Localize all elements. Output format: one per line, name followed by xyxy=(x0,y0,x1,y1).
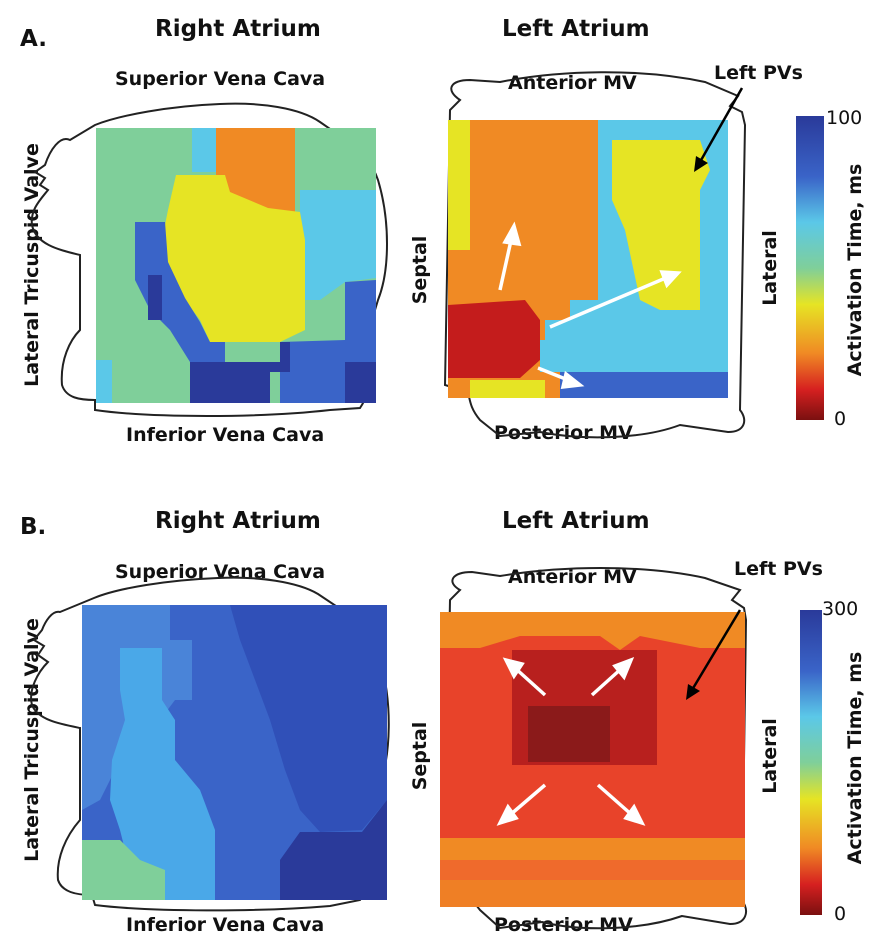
panel-b-left-pvs-label: Left PVs xyxy=(734,558,823,580)
panel-b-colorbar-min: 0 xyxy=(834,903,847,925)
panel-a-right-atrium-title: Right Atrium xyxy=(155,16,321,42)
panel-a-left-atrium-title: Left Atrium xyxy=(502,16,650,42)
panel-a-colorbar-min: 0 xyxy=(834,408,847,430)
panel-b-letter: B. xyxy=(20,514,47,540)
panel-a-ivc-label: Inferior Vena Cava xyxy=(126,424,325,446)
panel-a-svc-label: Superior Vena Cava xyxy=(115,68,326,90)
panel-a-posterior-mv-label: Posterior MV xyxy=(494,422,633,444)
panel-b-svc-label: Superior Vena Cava xyxy=(115,561,326,583)
panel-b-ivc-label: Inferior Vena Cava xyxy=(126,914,325,936)
panel-b-colorbar-max: 300 xyxy=(822,598,859,620)
panel-a-colorbar-max: 100 xyxy=(826,107,863,129)
panel-b-left-atrium-title: Left Atrium xyxy=(502,508,650,534)
panel-a-letter: A. xyxy=(20,26,47,52)
panel-b-posterior-mv-label: Posterior MV xyxy=(494,914,633,936)
panel-a-left-pvs-label: Left PVs xyxy=(714,62,803,84)
panel-a-anterior-mv-label: Anterior MV xyxy=(508,72,637,94)
panel-b-right-atrium-title: Right Atrium xyxy=(155,508,321,534)
